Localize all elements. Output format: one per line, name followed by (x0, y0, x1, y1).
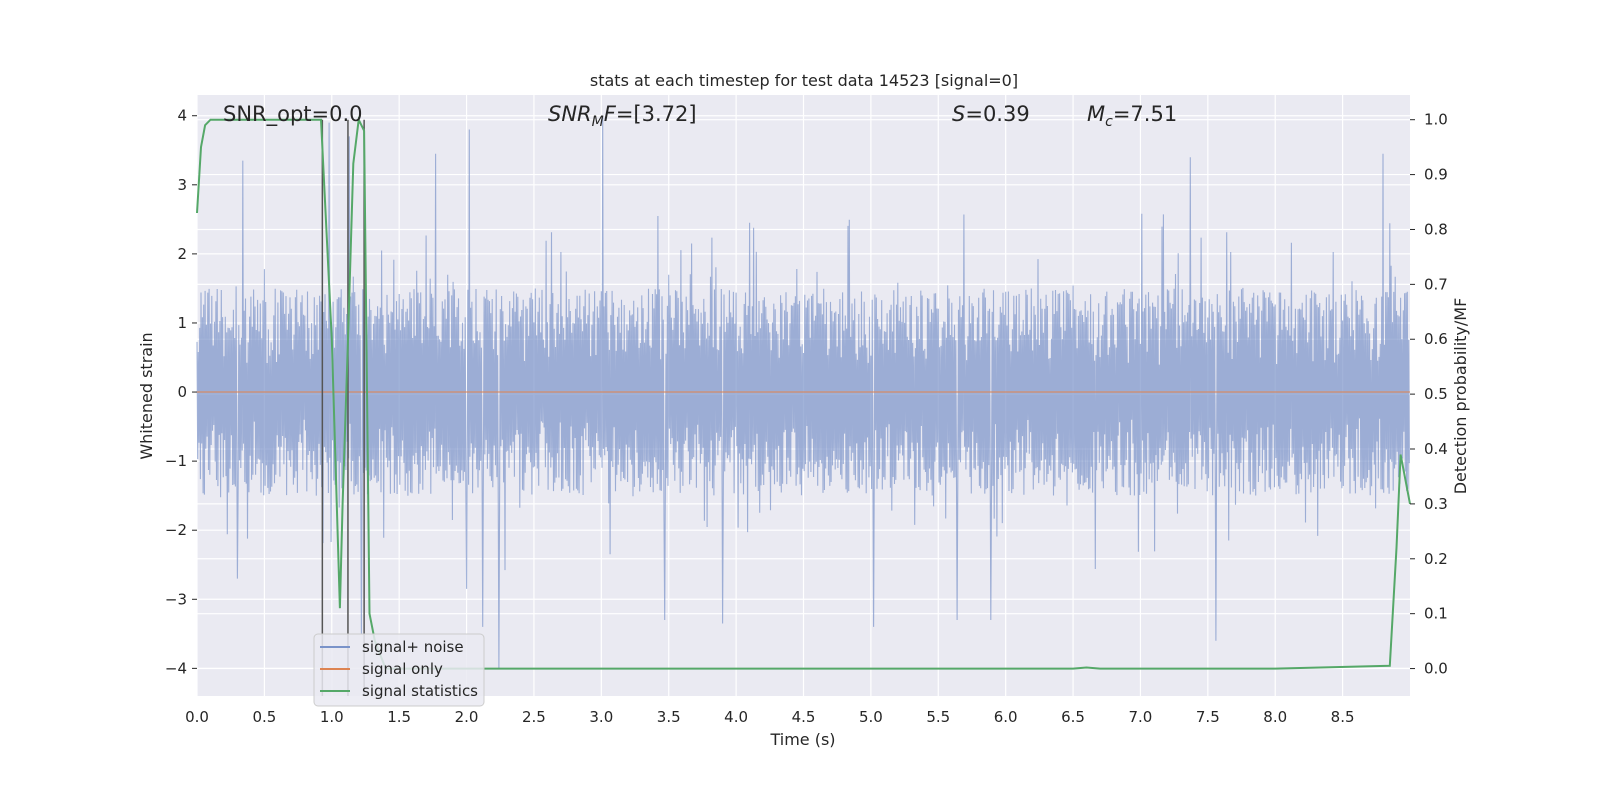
x-axis-label: Time (s) (769, 730, 835, 749)
x-tick-label: 6.0 (994, 708, 1018, 726)
snr-mf-sub: M (592, 114, 604, 130)
y-tick-label: 4 (177, 107, 187, 125)
y2-axis-label: Detection probability/MF (1451, 298, 1470, 495)
y2-tick-label: 1.0 (1424, 111, 1448, 129)
y-tick-label: −1 (165, 452, 187, 470)
s-stat-value: =0.39 (965, 102, 1029, 126)
y2-tick-label: 0.5 (1424, 385, 1448, 403)
x-tick-label: 8.5 (1331, 708, 1355, 726)
legend-entry-signal-noise: signal+ noise (362, 638, 464, 656)
legend-entry-signal-only: signal only (362, 660, 443, 678)
s-stat-annotation: S=0.39 (952, 102, 1030, 126)
y-tick-label: 3 (177, 176, 187, 194)
y-axis-left-ticks: −4 −3 −2 −1 0 1 2 3 4 (165, 107, 197, 677)
y2-tick-label: 0.4 (1424, 440, 1448, 458)
legend-box (313, 633, 485, 707)
y-tick-label: 2 (177, 245, 187, 263)
x-tick-label: 0.0 (185, 708, 209, 726)
series-signal-statistics (196, 116, 1411, 670)
y2-tick-label: 0.1 (1424, 605, 1448, 623)
y-axis-label: Whitened strain (137, 332, 156, 459)
x-tick-label: 7.5 (1196, 708, 1220, 726)
y2-tick-label: 0.0 (1424, 660, 1448, 678)
noise-trace (196, 115, 1410, 669)
legend: signal+ noise signal only signal statist… (313, 633, 485, 707)
snr-mf-f: F (604, 102, 617, 126)
y2-tick-label: 0.6 (1424, 330, 1448, 348)
x-axis-ticks: 0.0 0.5 1.0 1.5 2.0 2.5 3.0 3.5 4.0 4.5 5.0 5.5 6.0 6… (185, 708, 1354, 726)
y-axis-right-ticks: 0.0 0.1 0.2 0.3 0.4 0.5 0.6 0.7 0.8 0.9 1.0 (1410, 111, 1448, 678)
x-tick-label: 6.5 (1061, 708, 1085, 726)
y2-tick-label: 0.2 (1424, 550, 1448, 568)
y2-tick-label: 0.9 (1424, 166, 1448, 184)
x-tick-label: 2.0 (455, 708, 479, 726)
y-tick-label: 0 (177, 383, 187, 401)
legend-entry-signal-statistics: signal statistics (362, 682, 478, 700)
x-tick-label: 7.0 (1129, 708, 1153, 726)
y2-tick-label: 0.8 (1424, 220, 1448, 238)
y-tick-label: −4 (165, 659, 187, 677)
mc-sub: c (1105, 114, 1113, 130)
x-tick-label: 8.0 (1263, 708, 1287, 726)
snr-mf-annotation: SNRMF=[3.72] (548, 102, 697, 130)
statistics-line (196, 116, 1411, 670)
x-tick-label: 5.0 (859, 708, 883, 726)
mc-value: =7.51 (1113, 102, 1177, 126)
x-tick-label: 3.5 (657, 708, 681, 726)
y2-tick-label: 0.7 (1424, 275, 1448, 293)
y-tick-label: 1 (177, 314, 187, 332)
x-tick-label: 0.5 (252, 708, 276, 726)
snr-opt-annotation: SNR_opt=0.0 (223, 102, 363, 127)
chart-title: stats at each timestep for test data 145… (590, 71, 1018, 90)
x-tick-label: 3.0 (589, 708, 613, 726)
x-tick-label: 1.0 (320, 708, 344, 726)
x-tick-label: 1.5 (387, 708, 411, 726)
snr-mf-base: SNR (548, 102, 592, 126)
y-tick-label: −3 (165, 590, 187, 608)
mc-symbol: M (1087, 102, 1105, 126)
y-tick-label: −2 (165, 521, 187, 539)
s-stat-symbol: S (952, 102, 965, 126)
mc-annotation: Mc=7.51 (1087, 102, 1177, 130)
x-tick-label: 2.5 (522, 708, 546, 726)
snr-mf-value: =[3.72] (616, 102, 697, 126)
x-tick-label: 4.5 (792, 708, 816, 726)
x-tick-label: 4.0 (724, 708, 748, 726)
x-tick-label: 5.5 (926, 708, 950, 726)
series-signal-noise (196, 115, 1410, 669)
y2-tick-label: 0.3 (1424, 495, 1448, 513)
